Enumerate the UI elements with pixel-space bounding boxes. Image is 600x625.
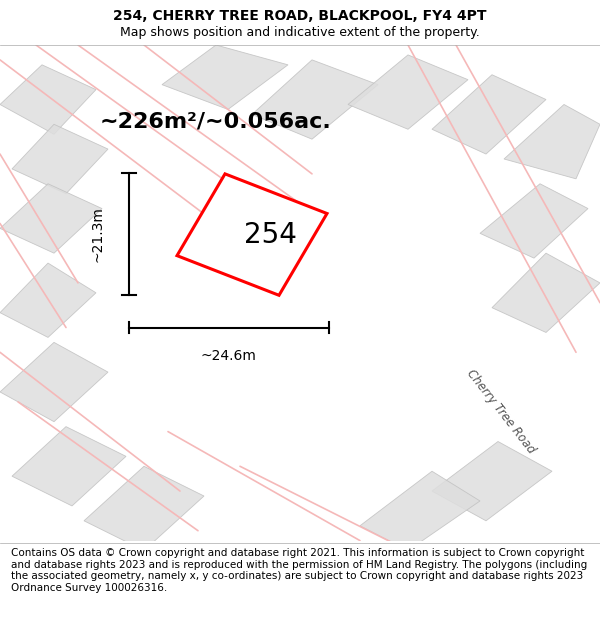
- Polygon shape: [12, 124, 108, 194]
- Text: 254: 254: [244, 221, 296, 249]
- Polygon shape: [0, 65, 96, 134]
- Polygon shape: [12, 427, 126, 506]
- Text: Map shows position and indicative extent of the property.: Map shows position and indicative extent…: [120, 26, 480, 39]
- Polygon shape: [0, 263, 96, 338]
- Polygon shape: [177, 174, 327, 295]
- Polygon shape: [0, 184, 102, 253]
- Text: ~24.6m: ~24.6m: [201, 349, 257, 363]
- Polygon shape: [84, 466, 204, 551]
- Polygon shape: [492, 253, 600, 332]
- Polygon shape: [480, 184, 588, 258]
- Text: ~21.3m: ~21.3m: [91, 206, 105, 262]
- Text: ~226m²/~0.056ac.: ~226m²/~0.056ac.: [100, 112, 332, 132]
- Polygon shape: [432, 75, 546, 154]
- Polygon shape: [432, 441, 552, 521]
- Polygon shape: [360, 471, 480, 551]
- Polygon shape: [504, 104, 600, 179]
- Text: Contains OS data © Crown copyright and database right 2021. This information is : Contains OS data © Crown copyright and d…: [11, 548, 587, 593]
- Polygon shape: [0, 342, 108, 422]
- Polygon shape: [162, 45, 288, 109]
- Polygon shape: [252, 60, 378, 139]
- Text: 254, CHERRY TREE ROAD, BLACKPOOL, FY4 4PT: 254, CHERRY TREE ROAD, BLACKPOOL, FY4 4P…: [113, 9, 487, 23]
- Polygon shape: [348, 55, 468, 129]
- Text: Cherry Tree Road: Cherry Tree Road: [464, 367, 538, 456]
